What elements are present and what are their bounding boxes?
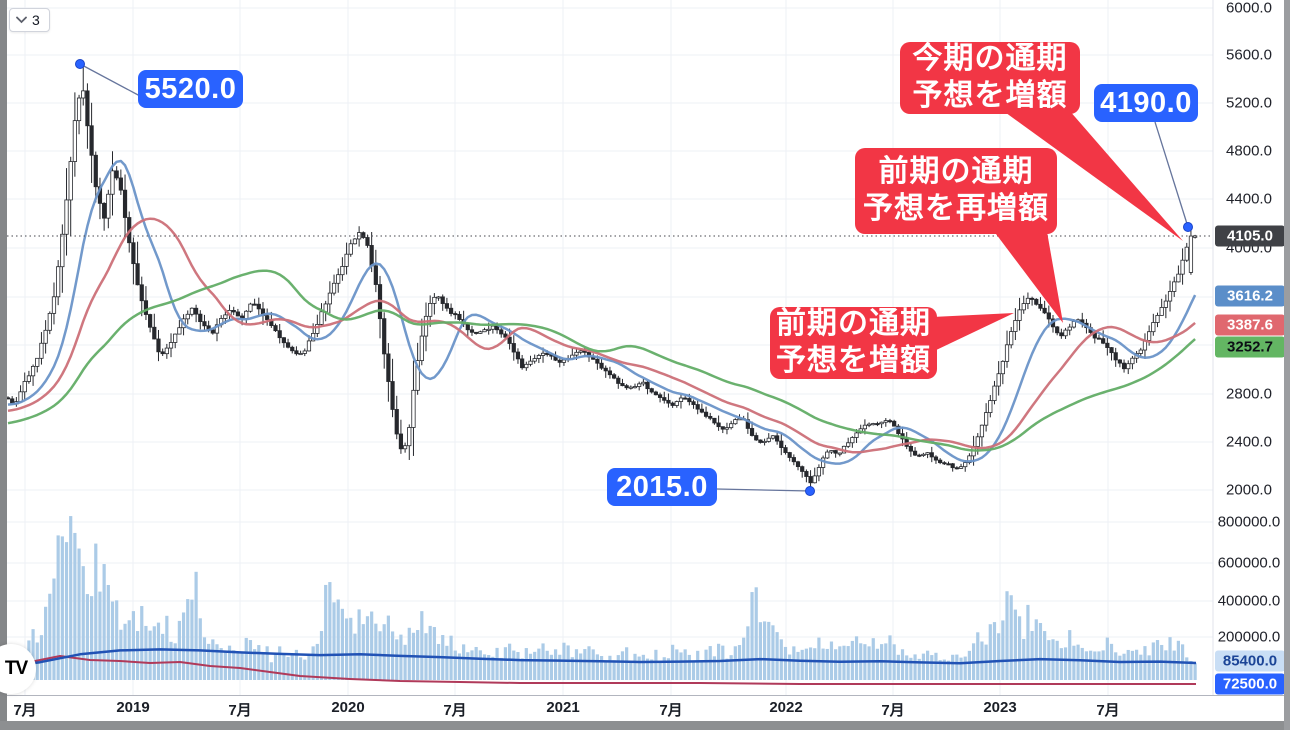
price-axis-label: 2800.0: [1226, 385, 1272, 403]
price-axis-label: 5600.0: [1226, 46, 1272, 64]
x-axis-label: 7月: [228, 702, 252, 719]
x-axis-label: 7月: [659, 702, 683, 719]
callout-current-term-forecast-raise[interactable]: 今期の通期 予想を増額: [900, 42, 1080, 114]
chevron-down-icon[interactable]: [16, 16, 27, 24]
volume-axis-label: 600000.0: [1217, 554, 1281, 572]
callout-text-line: 予想を増額: [776, 344, 931, 377]
price-value-badge: 3616.2: [1215, 285, 1285, 307]
price-axis-label: 4800.0: [1226, 142, 1272, 160]
tradingview-logo-text: TV: [4, 658, 28, 679]
window-edge-right: [1284, 0, 1290, 730]
window-edge-left: [0, 0, 7, 730]
callout-previous-term-forecast-raise[interactable]: 前期の通期 予想を増額: [770, 307, 937, 379]
callout-text-line: 予想を増額: [912, 79, 1068, 112]
price-axis-label: 6000.0: [1226, 0, 1272, 17]
callout-previous-term-forecast-raise-again[interactable]: 前期の通期 予想を再増額: [855, 148, 1057, 234]
x-axis-label: 7月: [881, 702, 905, 719]
annotation-badge-4190[interactable]: 4190.0: [1094, 84, 1198, 122]
x-axis-label: 2021: [546, 699, 580, 716]
x-axis-label: 7月: [1096, 702, 1120, 719]
price-value-badge: 4105.0: [1215, 225, 1285, 247]
x-axis-label: 2019: [116, 699, 150, 716]
x-axis-label: 7月: [443, 702, 467, 719]
volume-axis-label: 200000.0: [1217, 628, 1281, 646]
annotation-badge-5520[interactable]: 5520.0: [138, 70, 243, 108]
price-value-badge: 3252.7: [1215, 336, 1285, 358]
callout-text-line: 前期の通期: [776, 307, 931, 341]
volume-value-badge: 72500.0: [1215, 673, 1285, 695]
legend-collapse-chip[interactable]: 3: [9, 8, 50, 32]
price-axis-label: 2400.0: [1226, 433, 1272, 451]
volume-value-badge: 85400.0: [1215, 650, 1285, 672]
price-value-badge: 3387.6: [1215, 314, 1285, 336]
price-axis-label: 5200.0: [1226, 94, 1272, 112]
callout-text-line: 今期の通期: [912, 42, 1068, 76]
callout-text-line: 予想を再増額: [863, 192, 1049, 225]
price-axis-label: 2000.0: [1226, 481, 1272, 499]
window-edge-bottom: [0, 721, 1290, 730]
x-axis-label: 2022: [769, 699, 803, 716]
legend-indicator-count: 3: [32, 12, 40, 28]
volume-axis-label: 400000.0: [1217, 592, 1281, 610]
annotation-badge-2015[interactable]: 2015.0: [607, 468, 717, 506]
price-axis-label: 4400.0: [1226, 190, 1272, 208]
volume-axis-label: 800000.0: [1217, 513, 1281, 531]
x-axis-label: 2023: [983, 699, 1017, 716]
x-axis-label: 2020: [331, 699, 365, 716]
callout-text-line: 前期の通期: [878, 155, 1034, 189]
x-axis-label: 7月: [13, 702, 37, 719]
